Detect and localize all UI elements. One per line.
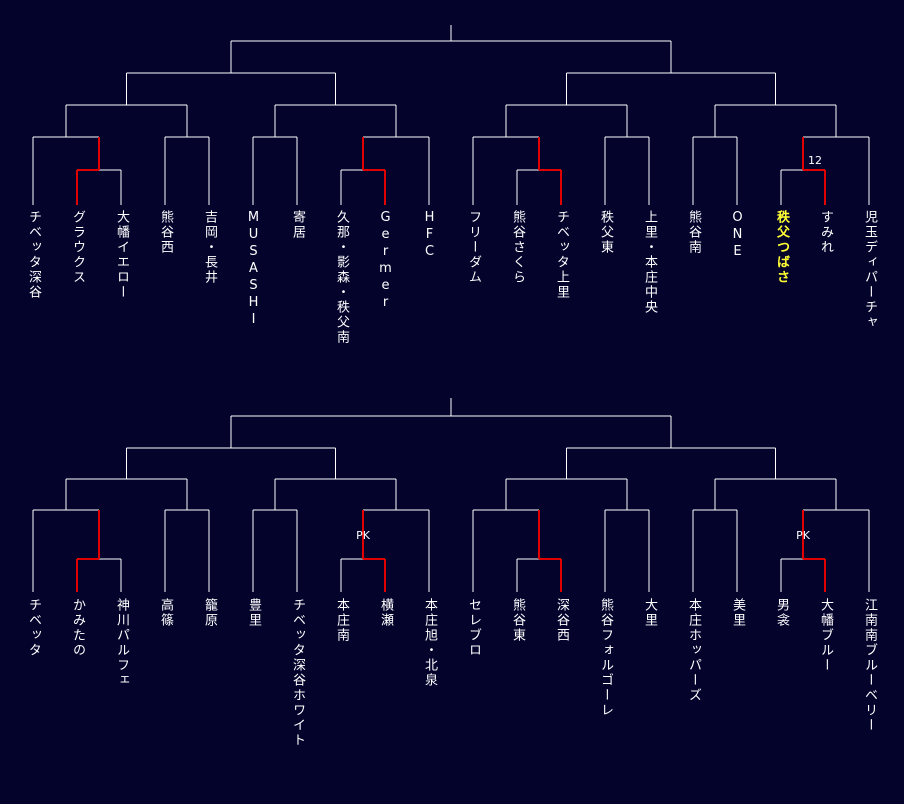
team-name: 寄居 [290, 210, 305, 240]
team-name: 上里・本庄中央 [642, 210, 657, 315]
team-name: かみたの [70, 598, 85, 658]
team-name: 神川パルフェ [114, 598, 129, 688]
team-name: 男衾 [774, 598, 789, 628]
team-name: 熊谷フォルゴーレ [598, 598, 613, 718]
team-name: ONE [730, 210, 745, 261]
team-name: 吉岡・長井 [202, 210, 217, 285]
team-name: 熊谷南 [686, 210, 701, 255]
team-name: 熊谷さくら [510, 210, 525, 285]
team-name: 大幡ブルー [818, 598, 833, 673]
match-note: 12 [808, 154, 822, 167]
team-name: グラウクス [70, 210, 85, 285]
team-name: チベッタ深谷ホワイト [290, 598, 305, 748]
team-name: チベッタ [26, 598, 41, 658]
team-name: 秩父東 [598, 210, 613, 255]
team-name: 秩父つばさ [774, 210, 789, 285]
team-name: 江南南ブルーベリー [862, 598, 877, 733]
team-name: 久那・影森・秩父南 [334, 210, 349, 345]
team-name: すみれ [818, 210, 833, 255]
team-name: 熊谷東 [510, 598, 525, 643]
team-name: 本庄旭・北泉 [422, 598, 437, 688]
team-name: 大里 [642, 598, 657, 628]
team-name: MUSASHI [246, 210, 261, 329]
match-note: PK [356, 529, 370, 542]
team-name: 大幡イエロー [114, 210, 129, 300]
team-name: HFC [422, 210, 437, 261]
team-name: 籠原 [202, 598, 217, 628]
team-name: 深谷西 [554, 598, 569, 643]
team-name: セレブロ [466, 598, 481, 658]
team-name: 本庄ホッパーズ [686, 598, 701, 703]
team-name: 本庄南 [334, 598, 349, 643]
team-name: 熊谷西 [158, 210, 173, 255]
team-name: フリーダム [466, 210, 481, 285]
team-name: 豊里 [246, 598, 261, 628]
match-note: PK [796, 529, 810, 542]
team-name: チベッタ上里 [554, 210, 569, 300]
team-name: 高篠 [158, 598, 173, 628]
team-name: Germer [378, 210, 393, 312]
team-name: 児玉ディパーチャ [862, 210, 877, 330]
team-name: チベッタ深谷 [26, 210, 41, 300]
team-name: 横瀬 [378, 598, 393, 628]
team-name: 美里 [730, 598, 745, 628]
